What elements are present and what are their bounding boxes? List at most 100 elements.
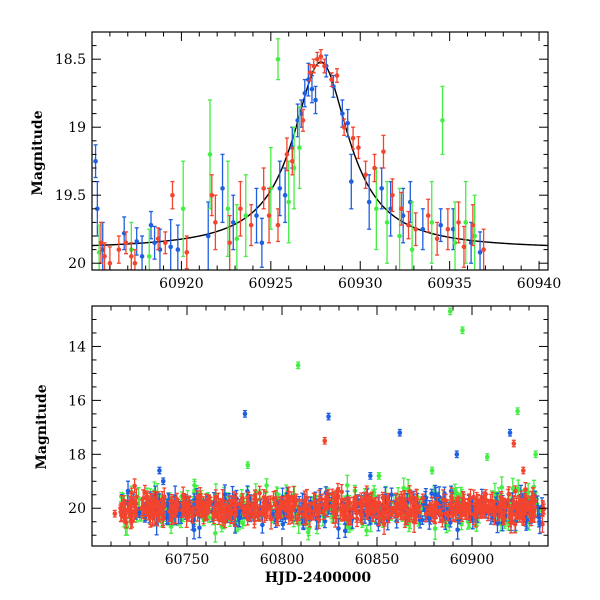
baseline-point-red [213, 494, 219, 500]
baseline-point-red [134, 494, 139, 500]
baseline-point-red [150, 514, 155, 520]
baseline-point-red [471, 512, 477, 517]
data-point-red [390, 192, 395, 198]
baseline-point-red [332, 505, 337, 511]
baseline-point-red [195, 511, 200, 517]
baseline-point-red [460, 500, 466, 505]
data-point-red [163, 240, 168, 246]
baseline-point-red [233, 508, 239, 513]
baseline-point-red [325, 504, 330, 510]
baseline-point-red [432, 510, 438, 516]
data-point-blue [93, 158, 98, 164]
baseline-point-red [255, 505, 260, 511]
baseline-point-red [454, 501, 459, 507]
data-point-blue [302, 90, 308, 96]
data-point-green [146, 254, 152, 259]
baseline-point-red [523, 487, 528, 492]
data-point-red [315, 56, 320, 62]
baseline-point-red [145, 510, 151, 516]
y-tick-label: 20 [68, 256, 86, 272]
data-point-red [184, 250, 190, 255]
baseline-point-red [373, 508, 378, 514]
data-point-red [170, 192, 175, 198]
baseline-point-red [345, 501, 351, 506]
baseline-point-blue [260, 522, 265, 528]
data-point-red [470, 222, 476, 228]
baseline-point-red [268, 516, 274, 522]
data-point-green [452, 240, 458, 246]
data-point-blue [95, 206, 100, 212]
baseline-point-red [125, 507, 131, 513]
baseline-point-red [251, 503, 257, 508]
baseline-point-red [314, 509, 320, 515]
baseline-point-red [294, 517, 300, 522]
data-point-green [397, 233, 402, 239]
baseline-point-red [528, 512, 533, 517]
data-point-red [123, 240, 129, 246]
baseline-point-blue [137, 510, 142, 516]
baseline-point-red [376, 515, 381, 521]
baseline-point-blue [342, 528, 348, 534]
data-point-green [225, 206, 231, 212]
data-point-blue [282, 192, 288, 198]
baseline-point-red [169, 517, 175, 522]
baseline-point-red [339, 489, 344, 495]
data-point-blue [148, 222, 154, 228]
baseline-point-red [486, 508, 492, 513]
baseline-point-red [385, 499, 391, 505]
data-point-red [350, 135, 356, 141]
data-point-blue [379, 186, 384, 191]
data-point-green [297, 145, 302, 150]
baseline-point-red [409, 495, 415, 500]
data-point-red [98, 240, 104, 246]
data-point-blue [175, 247, 181, 252]
model-curve [92, 61, 548, 247]
data-point-green [243, 213, 249, 218]
baseline-point-green [432, 526, 438, 531]
data-point-red [322, 63, 327, 69]
baseline-point-red [480, 508, 485, 514]
data-point-green [234, 236, 240, 242]
baseline-point-red [433, 506, 439, 511]
baseline-point-blue [280, 521, 286, 527]
data-point-red [129, 254, 134, 259]
baseline-point-red [133, 507, 138, 512]
data-point-red [284, 152, 290, 157]
data-point-red [341, 124, 347, 130]
data-point-green [463, 220, 469, 225]
y-tick-label: 19 [68, 120, 86, 136]
baseline-point-red [257, 490, 262, 496]
data-point-red [261, 186, 266, 191]
baseline-point-red [474, 497, 479, 503]
baseline-point-red [502, 504, 508, 510]
baseline-point-blue [389, 492, 394, 497]
baseline-point-red [311, 501, 316, 507]
baseline-point-green [515, 486, 521, 491]
baseline-point-red [310, 512, 316, 518]
baseline-point-red [495, 508, 501, 514]
data-point-red [461, 244, 467, 250]
baseline-point-red [252, 492, 258, 498]
data-point-red [311, 63, 317, 69]
baseline-point-green [207, 515, 212, 521]
baseline-point-red [283, 506, 288, 512]
data-point-green [429, 220, 435, 225]
baseline-point-red [393, 501, 399, 507]
baseline-point-red [139, 505, 145, 511]
baseline-point-red [329, 491, 335, 497]
baseline-point-red [180, 493, 186, 499]
baseline-point-red [264, 505, 270, 510]
baseline-point-red [530, 495, 536, 500]
data-point-red [238, 206, 243, 212]
baseline-point-red [144, 494, 150, 500]
baseline-point-red [475, 509, 480, 515]
data-point-red [213, 220, 218, 225]
baseline-point-red [512, 522, 518, 527]
data-point-blue [277, 186, 283, 191]
data-point-red [406, 222, 411, 228]
baseline-point-green [213, 530, 218, 536]
baseline-point-red [172, 505, 178, 511]
baseline-point-red [160, 516, 166, 522]
baseline-point-red [476, 502, 482, 508]
baseline-point-red [513, 488, 518, 494]
